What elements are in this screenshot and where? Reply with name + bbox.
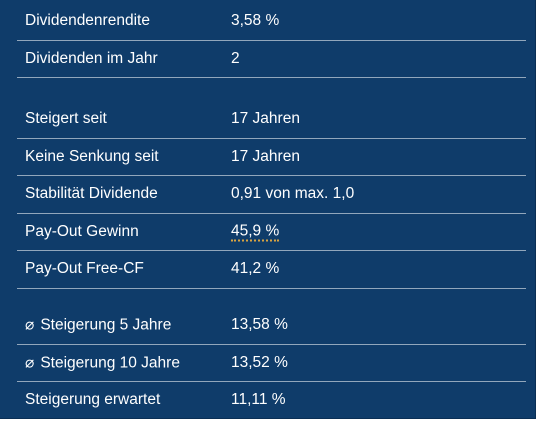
- dividend-basic-section: Dividendenrendite 3,58 % Dividenden im J…: [17, 3, 526, 78]
- stat-row-increasing-since: Steigert seit 17 Jahren: [17, 101, 526, 139]
- stat-row-dividend-yield: Dividendenrendite 3,58 %: [17, 3, 526, 41]
- stat-label-text: Steigerung 5 Jahre: [40, 316, 172, 334]
- stat-value: 13,52 %: [231, 353, 288, 371]
- stat-label: Pay-Out Free-CF: [25, 260, 144, 278]
- stat-row-growth-5-years: ⌀ Steigerung 5 Jahre 13,58 %: [17, 307, 526, 345]
- stat-row-growth-10-years: ⌀ Steigerung 10 Jahre 13,52 %: [17, 345, 526, 382]
- stat-label-text: Steigerung 10 Jahre: [40, 354, 180, 372]
- stat-label: Steigerung erwartet: [25, 391, 161, 409]
- stat-label: ⌀ Steigerung 5 Jahre: [25, 316, 171, 335]
- stat-row-no-cut-since: Keine Senkung seit 17 Jahren: [17, 139, 526, 176]
- stat-row-payout-earnings: Pay-Out Gewinn 45,9 %: [17, 214, 526, 251]
- stat-label: ⌀ Steigerung 10 Jahre: [25, 353, 180, 372]
- stat-label: Steigert seit: [25, 110, 107, 128]
- stat-value: 3,58 %: [231, 12, 280, 30]
- stat-value: 11,11 %: [231, 391, 286, 409]
- stat-label: Stabilität Dividende: [25, 185, 158, 203]
- stat-row-dividend-stability: Stabilität Dividende 0,91 von max. 1,0: [17, 176, 526, 214]
- stat-value: 13,58 %: [231, 316, 288, 334]
- stat-value: 17 Jahren: [231, 110, 300, 128]
- payout-earnings-tooltip-value[interactable]: 45,9 %: [231, 222, 280, 242]
- stat-value: 41,2 %: [231, 260, 280, 278]
- stat-label: Dividenden im Jahr: [25, 49, 158, 67]
- stat-label: Pay-Out Gewinn: [25, 222, 139, 240]
- stat-row-growth-expected: Steigerung erwartet 11,11 %: [17, 382, 526, 419]
- average-symbol-icon: ⌀: [25, 316, 35, 334]
- stat-row-payout-free-cf: Pay-Out Free-CF 41,2 %: [17, 251, 526, 289]
- stat-value: 0,91 von max. 1,0: [231, 185, 355, 203]
- stat-row-dividends-per-year: Dividenden im Jahr 2: [17, 41, 526, 78]
- stat-value: 2: [231, 49, 240, 67]
- stat-label: Keine Senkung seit: [25, 147, 159, 165]
- dividend-history-section: Steigert seit 17 Jahren Keine Senkung se…: [17, 101, 526, 289]
- dividend-growth-section: ⌀ Steigerung 5 Jahre 13,58 % ⌀ Steigerung …: [17, 307, 526, 419]
- stat-label: Dividendenrendite: [25, 12, 150, 30]
- average-symbol-icon: ⌀: [25, 354, 35, 372]
- stat-value: 17 Jahren: [231, 147, 300, 165]
